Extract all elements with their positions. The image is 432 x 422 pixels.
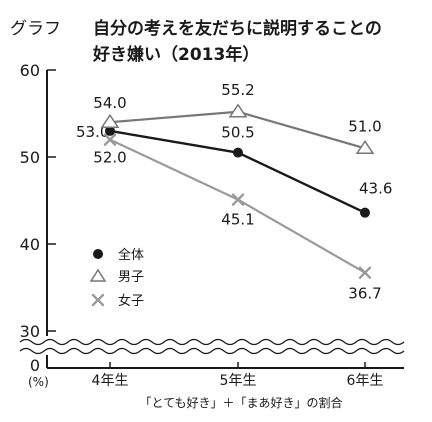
data-point-girls-6 bbox=[358, 266, 372, 279]
x-tick-label-6: 6年生 bbox=[347, 373, 384, 389]
y-tick-label-0: 0 bbox=[30, 356, 40, 375]
data-point-girls-4 bbox=[103, 133, 117, 146]
x-tick-label-4: 4年生 bbox=[92, 373, 129, 389]
chart-title-line1: 自分の考えを友だちに説明することの bbox=[93, 18, 382, 39]
data-label-boys-5: 55.2 bbox=[221, 81, 254, 99]
legend-label-boys: 男子 bbox=[118, 270, 144, 285]
data-point-overall-6 bbox=[360, 207, 370, 218]
data-label-boys-6: 51.0 bbox=[348, 117, 381, 135]
legend: 全体 男子 女子 bbox=[89, 247, 144, 309]
y-axis: 60 50 40 30 0 (%) bbox=[20, 61, 56, 389]
data-point-girls-5 bbox=[231, 193, 245, 206]
data-label-girls-5: 45.1 bbox=[221, 211, 254, 229]
legend-label-girls: 女子 bbox=[118, 293, 144, 309]
data-label-overall-6: 43.6 bbox=[359, 180, 392, 198]
y-tick-label-60: 60 bbox=[20, 61, 40, 80]
axis-break-wave-bottom bbox=[19, 347, 405, 355]
series-layer: 53.0 50.543.654.055.251.052.045.136.7 bbox=[76, 81, 392, 303]
y-tick-label-50: 50 bbox=[20, 148, 40, 167]
chart-title-label: グラフ bbox=[10, 19, 61, 39]
x-tick-label-5: 5年生 bbox=[220, 373, 257, 389]
x-axis: 4年生 5年生 6年生 「とても好き」＋「まあ好き」の割合 bbox=[47, 362, 404, 410]
y-tick-label-40: 40 bbox=[20, 235, 40, 254]
series-line-girls bbox=[109, 138, 366, 274]
axis-break bbox=[19, 338, 406, 355]
data-point-boys-4 bbox=[100, 113, 120, 128]
axis-break-wave-top bbox=[19, 338, 405, 346]
data-label-overall-5: 50.5 bbox=[221, 124, 254, 142]
data-label-boys-4: 54.0 bbox=[93, 94, 126, 112]
data-label-girls-4: 52.0 bbox=[93, 149, 126, 167]
legend-marker-cross bbox=[91, 293, 105, 307]
legend-marker-triangle bbox=[89, 268, 107, 282]
y-tick-label-30: 30 bbox=[20, 322, 40, 341]
data-point-boys-6 bbox=[355, 139, 375, 155]
legend-label-overall: 全体 bbox=[118, 247, 144, 263]
x-axis-label: 「とても好き」＋「まあ好き」の割合 bbox=[139, 395, 342, 410]
data-point-overall-4 bbox=[105, 125, 115, 136]
legend-marker-circle bbox=[93, 249, 103, 259]
chart-title-line2: 好き嫌い（2013年） bbox=[92, 44, 259, 65]
data-point-overall-5 bbox=[233, 147, 243, 158]
y-axis-unit: (%) bbox=[28, 375, 49, 389]
data-label-girls-6: 36.7 bbox=[348, 285, 381, 303]
chart-title: グラフ 自分の考えを友だちに説明することの 好き嫌い（2013年） bbox=[10, 18, 382, 65]
data-point-boys-5 bbox=[228, 103, 248, 118]
